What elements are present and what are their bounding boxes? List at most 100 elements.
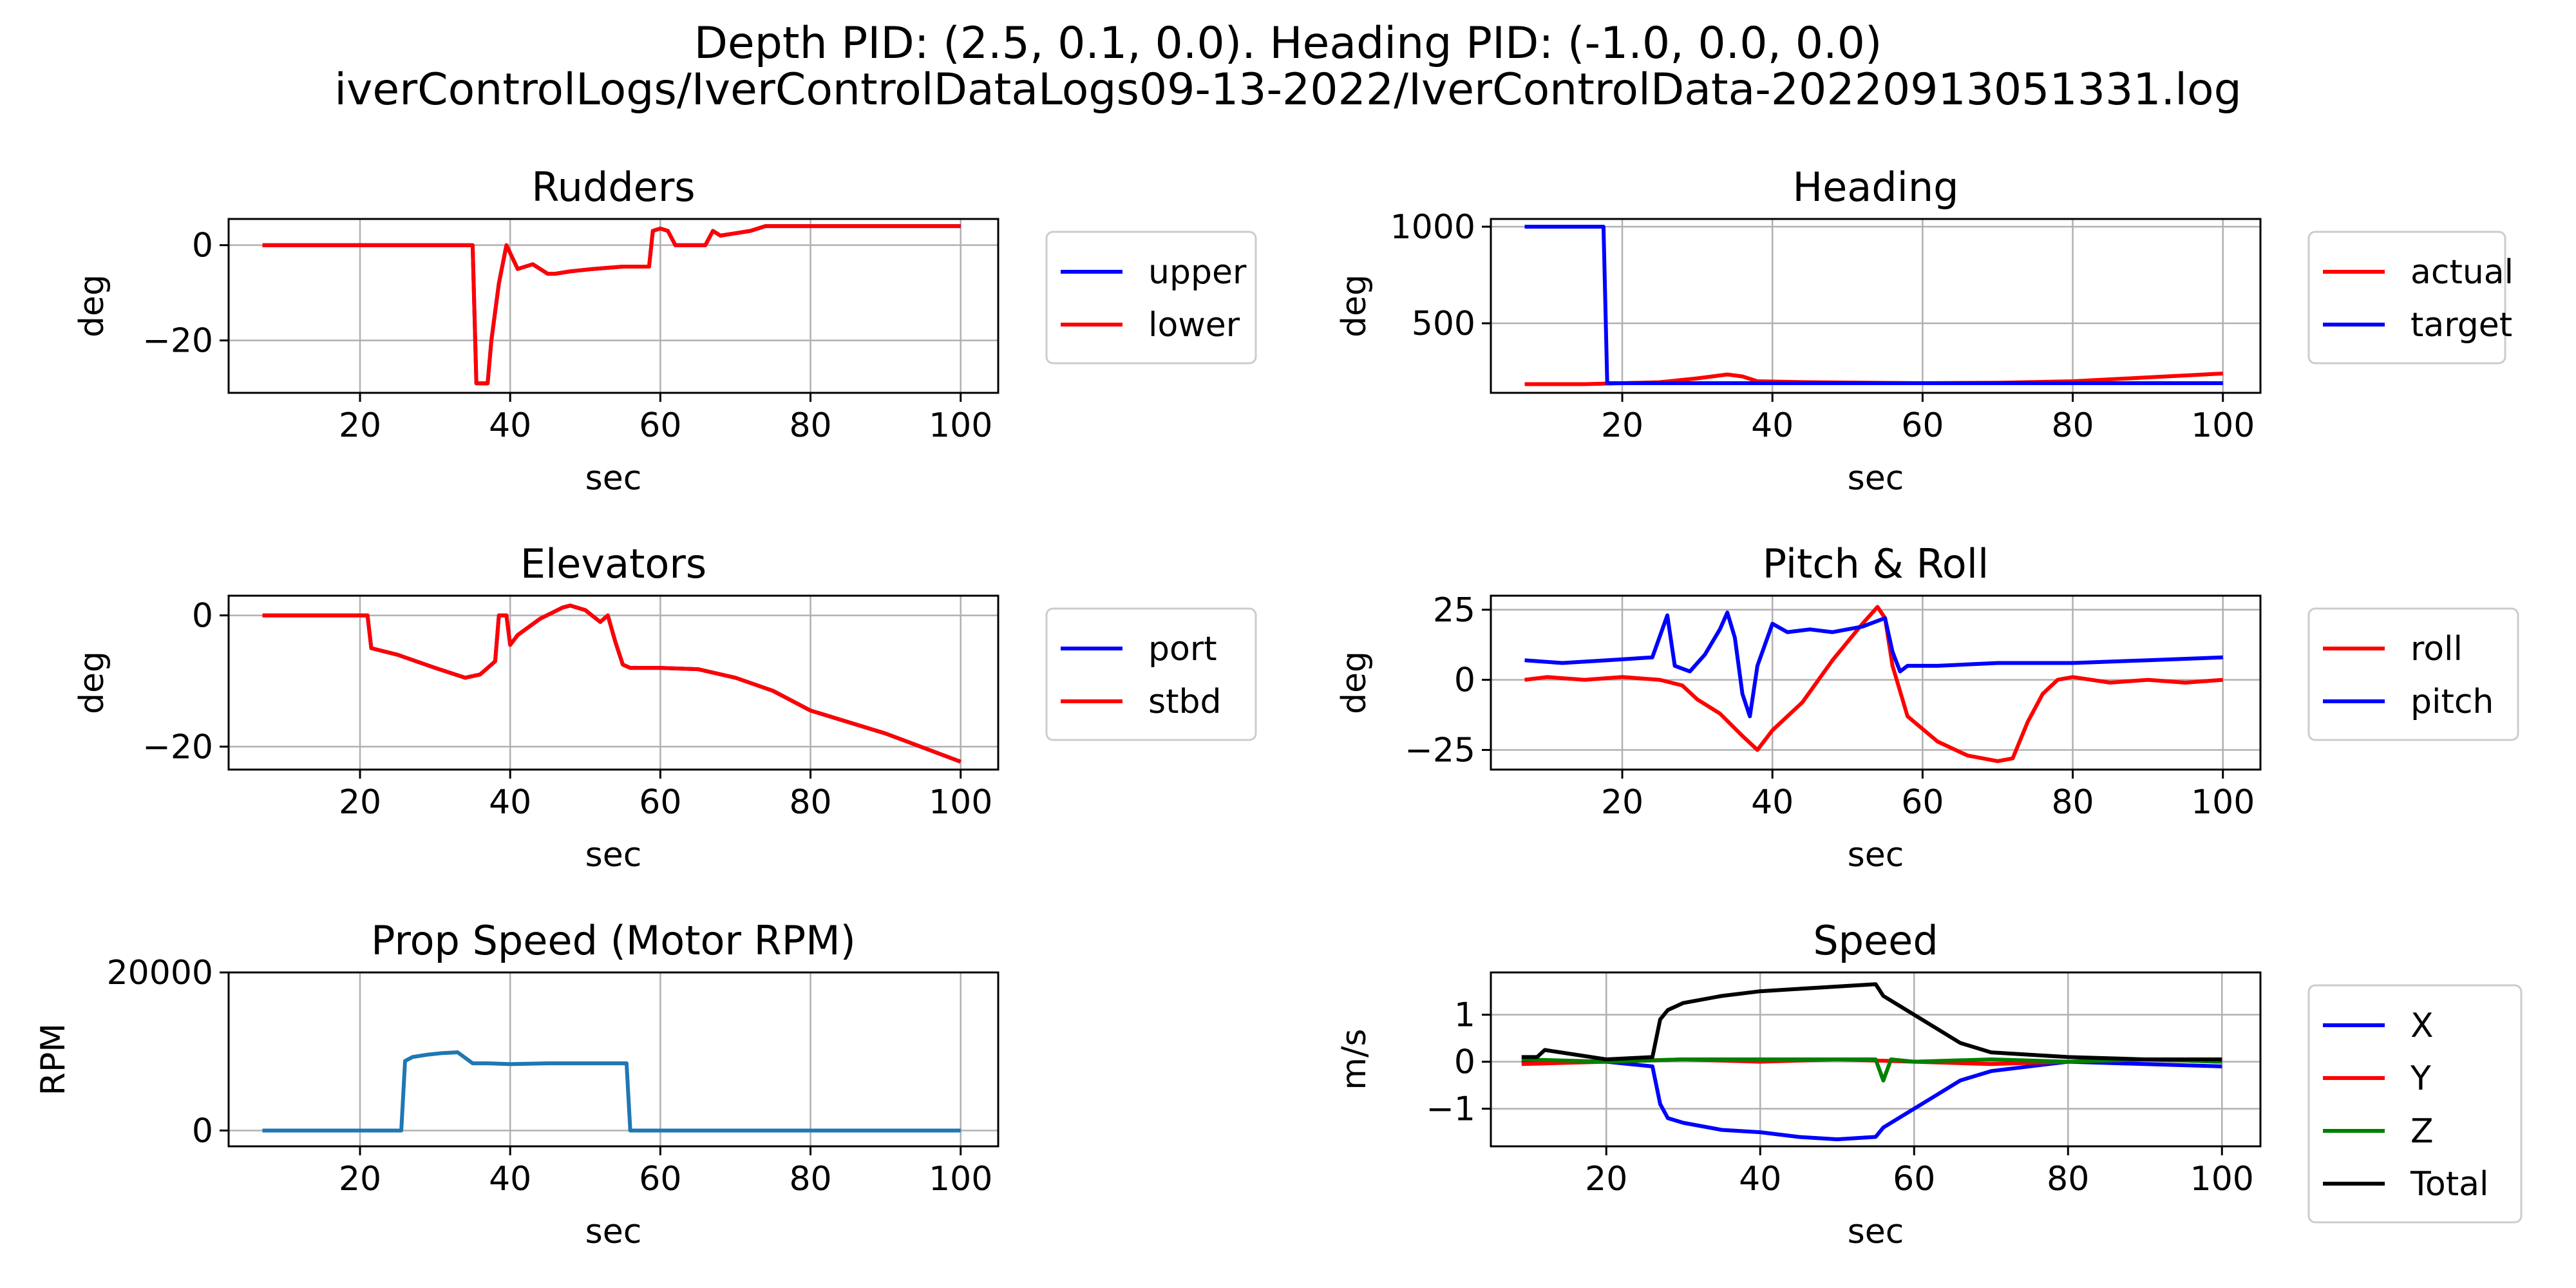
x-tick-label: 80 — [789, 783, 831, 822]
y-tick-label: −20 — [142, 322, 213, 361]
axes-frame — [1490, 971, 2262, 1148]
x-axis-label: sec — [1848, 1213, 1904, 1251]
subplot-title: Prop Speed (Motor RPM) — [371, 917, 856, 964]
x-tick-label: 20 — [1601, 406, 1643, 445]
x-tick-label: 80 — [2047, 1160, 2089, 1198]
legend-entry: roll — [2410, 630, 2463, 668]
subplot-title: Elevators — [520, 540, 706, 587]
legend: roll pitch — [2307, 607, 2519, 741]
axes-frame — [227, 594, 999, 771]
y-tick-label: 25 — [1433, 591, 1475, 630]
subplot-pitchroll: 20 40 60 80 100 −25 0 25 Pitch & Roll sec deg roll p… — [1335, 540, 2519, 875]
legend: port stbd — [1045, 607, 1257, 741]
x-tick-label: 100 — [929, 406, 992, 445]
x-tick-label: 80 — [2051, 783, 2094, 822]
series-line-lower — [262, 224, 961, 386]
legend-frame — [2307, 231, 2506, 365]
y-tick-label: 500 — [1412, 305, 1475, 343]
subplot-heading: 20 40 60 80 100 500 1000 Heading sec deg actual tar… — [1335, 164, 2514, 498]
figure-title-line2: iverControlLogs/IverControlDataLogs09-13… — [334, 64, 2242, 115]
legend-entry: stbd — [1148, 683, 1222, 721]
x-tick-label: 60 — [639, 406, 681, 445]
x-tick-label: 100 — [2191, 783, 2255, 822]
x-tick-label: 60 — [1901, 406, 1944, 445]
y-tick-label: 0 — [192, 1112, 213, 1150]
y-tick-label: 1000 — [1390, 208, 1475, 247]
subplot-rudders: 20 40 60 80 100 −20 0 Rudders sec deg upper lower — [73, 164, 1257, 498]
y-axis-label: RPM — [34, 1023, 73, 1095]
x-tick-label: 20 — [339, 406, 381, 445]
x-axis-label: sec — [1848, 459, 1904, 498]
figure-title-line1: Depth PID: (2.5, 0.1, 0.0). Heading PID:… — [694, 18, 1882, 69]
x-axis-label: sec — [1848, 836, 1904, 875]
axes-frame — [227, 971, 999, 1148]
y-tick-label: −25 — [1405, 732, 1475, 770]
y-tick-label: 20000 — [107, 954, 213, 992]
x-tick-label: 40 — [489, 406, 531, 445]
axes-frame — [1490, 218, 2262, 394]
series-line-Z — [1521, 1057, 2222, 1083]
legend: XYZ Total — [2307, 984, 2523, 1224]
x-tick-label: 60 — [1901, 783, 1944, 822]
x-tick-label: 60 — [1893, 1160, 1935, 1198]
legend-frame — [2307, 607, 2519, 741]
legend-frame — [1045, 607, 1257, 741]
x-tick-label: 60 — [639, 783, 681, 822]
y-axis-label: m/s — [1335, 1028, 1374, 1090]
x-tick-label: 100 — [2190, 1160, 2254, 1198]
legend-frame — [1045, 231, 1257, 365]
subplot-title: Heading — [1793, 164, 1959, 211]
x-tick-label: 20 — [339, 783, 381, 822]
axes-frame — [1490, 594, 2262, 771]
x-tick-label: 80 — [789, 1160, 831, 1198]
series-line-stbd — [262, 603, 961, 764]
y-axis-label: deg — [1335, 274, 1374, 337]
series-line-Total — [1521, 982, 2222, 1061]
legend-entry: Total — [2410, 1165, 2488, 1204]
y-axis-label: deg — [73, 274, 111, 337]
subplot-elevators: 20 40 60 80 100 −20 0 Elevators sec deg port stbd — [73, 540, 1257, 875]
x-tick-label: 40 — [1739, 1160, 1781, 1198]
y-axis-label: deg — [1335, 651, 1374, 714]
x-tick-label: 80 — [789, 406, 831, 445]
legend-entry: Y — [2410, 1059, 2431, 1098]
y-tick-label: 0 — [1454, 1043, 1475, 1082]
legend-entry: Z — [2410, 1112, 2434, 1151]
x-tick-label: 20 — [339, 1160, 381, 1198]
legend-entry: upper — [1148, 253, 1247, 292]
y-tick-label: 0 — [192, 227, 213, 265]
subplot-speed: 20 40 60 80 100 −1 0 1 Speed sec m/s XYZ Total — [1335, 917, 2523, 1251]
x-tick-label: 40 — [489, 1160, 531, 1198]
subplot-grid: 20 40 60 80 100−200Rudderssecdegupperlower20… — [34, 164, 2523, 1251]
series-line-prop — [262, 1050, 961, 1133]
legend-entry: lower — [1148, 306, 1240, 345]
y-tick-label: 1 — [1454, 996, 1475, 1035]
x-tick-label: 80 — [2051, 406, 2094, 445]
subplot-title: Pitch & Roll — [1763, 540, 1989, 587]
x-tick-label: 20 — [1585, 1160, 1627, 1198]
series-line-X — [1521, 1059, 2222, 1142]
legend: actual target — [2307, 231, 2514, 365]
subplot-title: Speed — [1813, 917, 1938, 964]
y-tick-label: −1 — [1426, 1090, 1475, 1129]
y-tick-label: 0 — [192, 597, 213, 636]
x-tick-label: 60 — [639, 1160, 681, 1198]
legend-entry: port — [1148, 630, 1217, 668]
legend-entry: X — [2410, 1007, 2434, 1045]
legend-entry: actual — [2410, 253, 2514, 292]
y-axis-label: deg — [73, 651, 111, 714]
legend-frame — [2307, 984, 2523, 1224]
subplot-prop: 20 40 60 80 100 0 20000 Prop Speed (Motor RPM) s… — [34, 917, 999, 1251]
legend-entry: pitch — [2410, 683, 2494, 721]
subplot-title: Rudders — [531, 164, 695, 211]
x-axis-label: sec — [585, 836, 642, 875]
x-axis-label: sec — [585, 1213, 642, 1251]
series-line-target — [1524, 225, 2223, 385]
x-tick-label: 40 — [1751, 783, 1794, 822]
x-tick-label: 20 — [1601, 783, 1643, 822]
x-tick-label: 40 — [1751, 406, 1794, 445]
x-tick-label: 40 — [489, 783, 531, 822]
series-line-roll — [1524, 605, 2223, 763]
y-tick-label: −20 — [142, 728, 213, 766]
